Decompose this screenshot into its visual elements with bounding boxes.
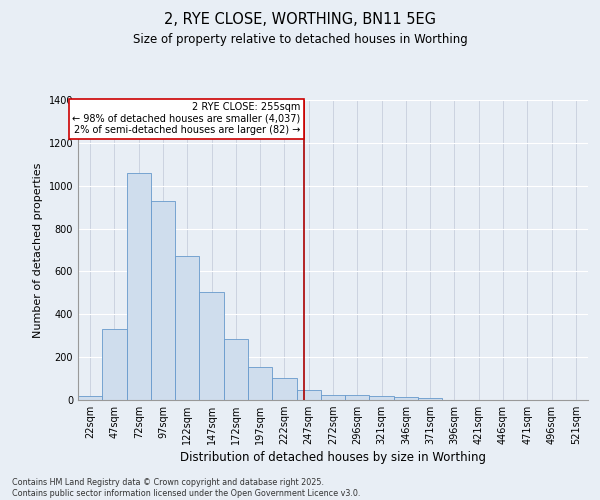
Bar [272, 378, 296, 400]
Bar [78, 396, 102, 400]
Bar [175, 256, 199, 400]
Bar [394, 398, 418, 400]
Bar [151, 200, 175, 400]
Bar [199, 292, 224, 400]
Bar [127, 173, 151, 400]
X-axis label: Distribution of detached houses by size in Worthing: Distribution of detached houses by size … [180, 452, 486, 464]
Bar [296, 390, 321, 400]
Text: Contains HM Land Registry data © Crown copyright and database right 2025.
Contai: Contains HM Land Registry data © Crown c… [12, 478, 361, 498]
Text: 2, RYE CLOSE, WORTHING, BN11 5EG: 2, RYE CLOSE, WORTHING, BN11 5EG [164, 12, 436, 28]
Text: 2 RYE CLOSE: 255sqm
← 98% of detached houses are smaller (4,037)
2% of semi-deta: 2 RYE CLOSE: 255sqm ← 98% of detached ho… [73, 102, 301, 136]
Y-axis label: Number of detached properties: Number of detached properties [33, 162, 43, 338]
Bar [224, 339, 248, 400]
Bar [370, 396, 394, 400]
Bar [102, 330, 127, 400]
Bar [418, 398, 442, 400]
Bar [248, 367, 272, 400]
Bar [321, 394, 345, 400]
Text: Size of property relative to detached houses in Worthing: Size of property relative to detached ho… [133, 32, 467, 46]
Bar [345, 394, 370, 400]
